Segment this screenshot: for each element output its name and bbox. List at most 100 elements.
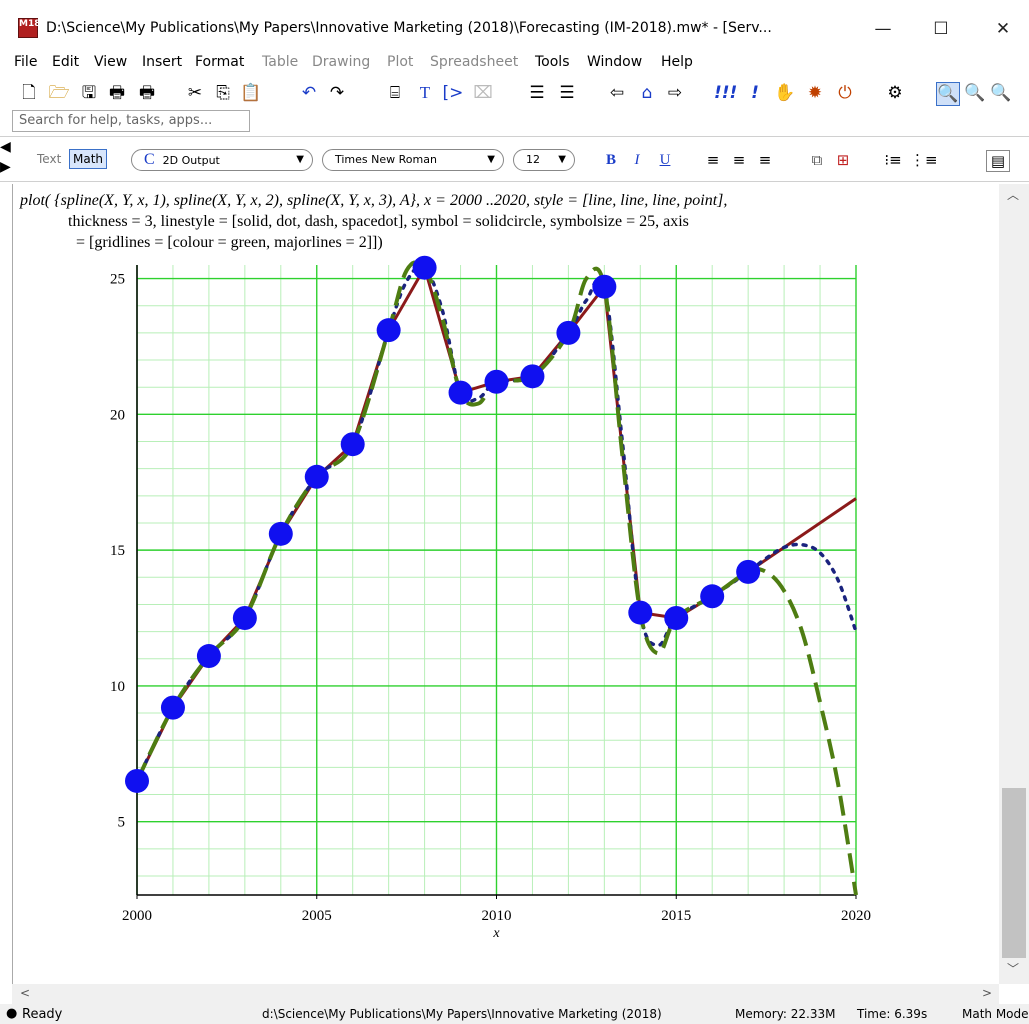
execute-all-icon[interactable]: !!! — [714, 83, 738, 103]
restart-icon[interactable]: ⏻ — [838, 83, 852, 103]
window-title: D:\Science\My Publications\My Papers\Inn… — [46, 20, 772, 36]
x-tick-label: 2015 — [661, 908, 691, 924]
align-center-icon[interactable]: ≡ — [732, 151, 746, 169]
bold-button[interactable]: B — [605, 152, 616, 168]
horizontal-scrollbar[interactable]: < > — [12, 984, 999, 1004]
align-right-icon[interactable]: ≡ — [758, 151, 772, 169]
maple-app-icon: M18 — [18, 18, 40, 38]
execute-icon[interactable]: ! — [751, 83, 759, 103]
menu-format[interactable]: Format — [195, 54, 245, 70]
x-tick-label: 2010 — [482, 908, 512, 924]
data-point — [484, 369, 509, 394]
undo-icon[interactable]: ↶ — [301, 83, 317, 103]
bullet-list-icon[interactable]: ⁝≡ — [884, 151, 902, 169]
italic-button[interactable]: I — [634, 152, 640, 168]
settings-icon[interactable]: ⚙ — [887, 83, 903, 103]
font-dropdown[interactable]: Times New Roman ▼ — [322, 149, 504, 171]
chevron-down-icon: ▼ — [487, 154, 495, 165]
forward-icon[interactable]: ⇨ — [667, 83, 683, 103]
worksheet[interactable] — [12, 184, 1013, 984]
y-tick-labels: 5 10 15 20 25 — [110, 272, 125, 831]
print-icon[interactable]: 🖶 — [108, 83, 126, 103]
vertical-scroll-thumb[interactable] — [1002, 788, 1026, 958]
scroll-down-icon[interactable]: ﹀ — [1007, 962, 1020, 976]
style-glyph: C — [144, 151, 155, 168]
zoom-150-icon[interactable]: 🔍 — [964, 83, 986, 103]
menu-file[interactable]: File — [14, 54, 38, 70]
data-point — [736, 559, 761, 584]
command-line-2: thickness = 3, linestyle = [solid, dot, … — [68, 213, 689, 230]
y-tick-label: 10 — [110, 679, 125, 695]
menu-tools[interactable]: Tools — [535, 54, 570, 70]
outdent-icon[interactable]: ☰ — [559, 83, 575, 103]
status-indicator-icon: ● — [6, 1006, 18, 1021]
copy-icon[interactable]: ⎘ — [216, 83, 230, 103]
insert-text-icon[interactable]: T — [419, 83, 431, 102]
underline-button[interactable]: U — [659, 152, 671, 168]
data-points — [125, 255, 761, 793]
data-point — [125, 768, 149, 793]
align-left-icon[interactable]: ≡ — [706, 151, 720, 169]
delete-icon[interactable]: ⌧ — [473, 83, 493, 103]
status-state: Ready — [22, 1007, 63, 1022]
insert-math-icon[interactable]: ⌸ — [389, 83, 401, 103]
search-input[interactable]: Search for help, tasks, apps... — [12, 110, 250, 132]
menu-edit[interactable]: Edit — [52, 54, 80, 70]
data-point — [448, 380, 473, 405]
maple-command[interactable]: plot( {spline(X, Y, x, 1), spline(X, Y, … — [20, 190, 990, 253]
palette-toggle-icon[interactable]: ▤ — [986, 150, 1010, 172]
back-icon[interactable]: ⇦ — [609, 83, 625, 103]
math-mode-button[interactable]: Math — [69, 149, 108, 169]
x-tick-label: 2005 — [302, 908, 332, 924]
menu-insert[interactable]: Insert — [142, 54, 183, 70]
spline-dot-series — [135, 264, 858, 783]
debug-icon[interactable]: ✹ — [807, 83, 823, 103]
y-tick-label: 5 — [118, 815, 126, 831]
style-dropdown[interactable]: C 2D Output ▼ — [131, 149, 313, 171]
insert-image-icon[interactable]: ⊞ — [836, 151, 850, 169]
data-point — [376, 318, 401, 343]
menu-window[interactable]: Window — [587, 54, 643, 70]
numbered-list-icon[interactable]: ⋮≡ — [910, 151, 938, 169]
execution-group-icon[interactable]: [> — [442, 83, 464, 103]
redo-icon[interactable]: ↷ — [329, 83, 345, 103]
data-point — [268, 521, 293, 546]
menu-help[interactable]: Help — [661, 54, 693, 70]
text-mode-button[interactable]: Text — [37, 152, 62, 166]
command-line-3: = [gridlines = [colour = green, majorlin… — [76, 234, 383, 251]
chevron-down-icon: ▼ — [296, 154, 304, 165]
save-icon[interactable]: 🖫 — [81, 83, 97, 103]
y-tick-label: 15 — [110, 543, 125, 559]
scroll-right-icon[interactable]: > — [982, 986, 993, 1000]
palette-expand-icon[interactable]: ▶ — [0, 159, 11, 175]
palette-collapse-icon[interactable]: ◀ — [0, 139, 11, 155]
close-button[interactable]: ✕ — [995, 19, 1011, 39]
data-point — [196, 644, 221, 669]
home-icon[interactable]: ⌂ — [641, 83, 653, 103]
font-value: Times New Roman — [335, 153, 437, 166]
scroll-left-icon[interactable]: < — [20, 986, 31, 1000]
menu-drawing[interactable]: Drawing — [312, 54, 371, 70]
maximize-button[interactable]: ☐ — [933, 19, 949, 39]
minimize-button[interactable]: — — [874, 19, 892, 39]
zoom-200-icon[interactable]: 🔍 — [990, 83, 1012, 103]
menu-view[interactable]: View — [94, 54, 128, 70]
y-tick-label: 25 — [110, 272, 125, 288]
hyperlink-icon[interactable]: ⧉ — [811, 151, 823, 169]
plot-area[interactable]: 2000 2005 2010 2015 2020 5 10 15 20 25 x — [0, 255, 990, 955]
zoom-100-icon[interactable]: 🔍 — [936, 82, 960, 106]
data-point — [592, 274, 617, 299]
style-value: 2D Output — [162, 154, 220, 167]
paste-icon[interactable]: 📋 — [240, 83, 262, 103]
open-folder-icon[interactable]: 🗁 — [48, 83, 70, 103]
new-document-icon[interactable]: 🗋 — [22, 83, 36, 103]
cut-icon[interactable]: ✂ — [187, 83, 203, 103]
stop-icon[interactable]: ✋ — [774, 83, 796, 103]
scroll-up-icon[interactable]: ︿ — [1007, 188, 1020, 202]
menu-table[interactable]: Table — [262, 54, 299, 70]
indent-icon[interactable]: ☰ — [529, 83, 545, 103]
font-size-dropdown[interactable]: 12 ▼ — [513, 149, 575, 171]
print-preview-icon[interactable]: 🖶 — [138, 83, 156, 103]
menu-plot[interactable]: Plot — [387, 54, 414, 70]
menu-spreadsheet[interactable]: Spreadsheet — [430, 54, 519, 70]
